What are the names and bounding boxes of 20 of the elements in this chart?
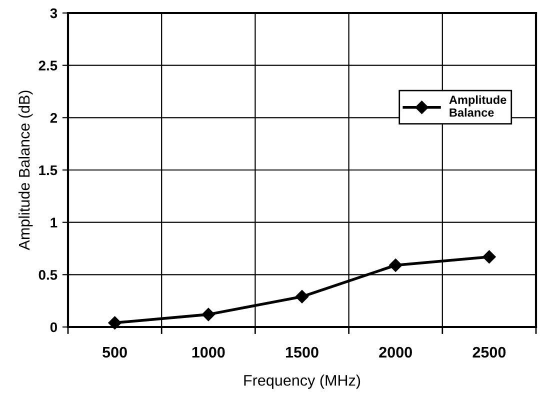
point [389,258,402,272]
y-tick-label: 0 [50,322,58,332]
x-tick-label: 1500 [286,346,318,358]
x-tick-label: 500 [102,346,127,358]
y-tick-label: 1 [50,218,58,228]
legend-label: Amplitude Balance [449,95,506,117]
point [108,316,122,330]
y-tick-label: 2.5 [38,60,58,71]
point [202,308,215,322]
x-axis-title: Frequency (MHz) [244,374,360,389]
y-tick-label: 3 [50,8,58,18]
point [482,250,496,264]
x-tick-label: 2500 [472,346,506,358]
y-tick-label: 0.5 [38,270,58,280]
y-tick-label: 2 [50,113,58,123]
y-tick-label: 1.5 [39,165,58,176]
x-tick-label: 2000 [379,346,412,358]
x-tick-label: 1000 [192,346,225,358]
point [295,290,309,304]
y-axis-title: Amplitude Balance (dB) [18,90,33,250]
